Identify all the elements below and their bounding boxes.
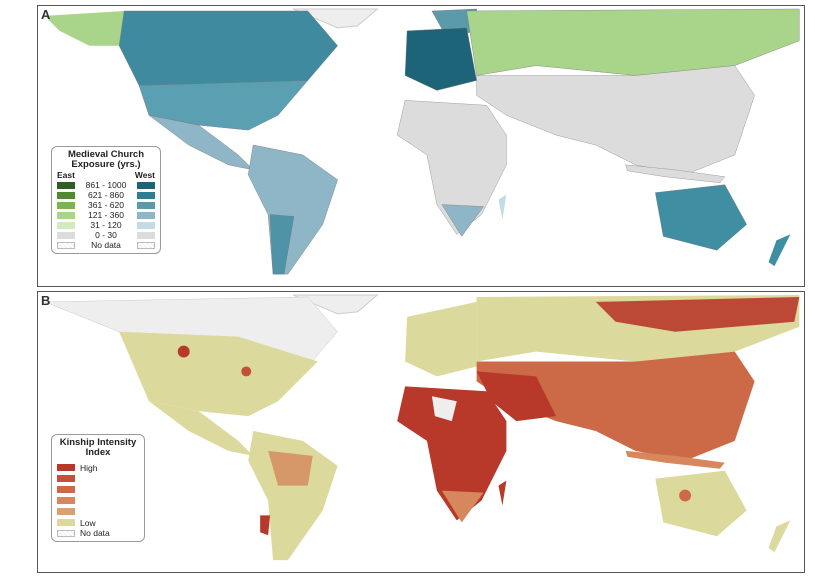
legend-swatch — [57, 497, 75, 504]
legend-swatch — [57, 221, 75, 229]
map-panel-kinship-intensity: B Kinship Intensity Index High Low No data — [37, 291, 805, 573]
region-chile — [260, 515, 271, 536]
legend-nodata-label: No data — [80, 528, 110, 538]
legend-high-label: High — [80, 462, 98, 473]
region-southern-africa — [441, 490, 484, 523]
legend-row: No data — [57, 528, 139, 538]
region-australia — [655, 184, 747, 251]
legend-swatch — [57, 464, 75, 471]
legend-row: 361 - 620 — [57, 200, 155, 210]
region-middle-east — [476, 371, 557, 422]
legend-swatch — [57, 508, 75, 515]
region-southern-africa — [441, 204, 484, 237]
legend-range-label: 621 - 860 — [88, 190, 124, 200]
legend-swatch — [137, 201, 155, 209]
legend-row — [57, 495, 139, 506]
legend-east-label: East — [57, 170, 75, 180]
panel-label: A — [41, 7, 51, 22]
legend-church-exposure: Medieval Church Exposure (yrs.) East West… — [51, 146, 161, 254]
legend-row: No data — [57, 240, 155, 250]
legend-swatch — [57, 231, 75, 239]
legend-swatch — [57, 201, 75, 209]
legend-row — [57, 473, 139, 484]
region-amazon — [268, 450, 313, 486]
region-australia — [655, 470, 747, 537]
region-new-zealand — [768, 234, 791, 267]
legend-range-label: 361 - 620 — [88, 200, 124, 210]
region-greenland — [292, 8, 379, 29]
legend-swatch — [137, 191, 155, 199]
legend-range-label: 861 - 1000 — [85, 180, 127, 190]
region-south-america — [248, 144, 338, 275]
legend-swatch — [57, 486, 75, 493]
region-asia — [476, 351, 755, 461]
region-alaska — [44, 10, 125, 46]
legend-range-label: 31 - 120 — [90, 220, 122, 230]
legend-range-label: 121 - 360 — [88, 210, 124, 220]
legend-swatch — [137, 231, 155, 239]
legend-swatch — [57, 475, 75, 482]
region-western-europe — [404, 27, 477, 91]
legend-row: Low — [57, 517, 139, 528]
legend-swatch — [57, 191, 75, 199]
region-sahara-nodata — [431, 396, 457, 422]
legend-low-label: Low — [80, 517, 96, 528]
legend-row — [57, 484, 139, 495]
region-africa — [397, 386, 507, 521]
region-madagascar — [498, 480, 507, 506]
region-madagascar — [498, 194, 507, 220]
legend-swatch — [57, 529, 75, 537]
legend-swatch — [57, 211, 75, 219]
region-greenland — [292, 294, 379, 315]
legend-range-label: 0 - 30 — [95, 230, 117, 240]
legend-swatch — [137, 211, 155, 219]
legend-swatch — [137, 221, 155, 229]
region-siberia — [595, 296, 800, 332]
legend-range-label: No data — [91, 240, 121, 250]
legend-row: 31 - 120 — [57, 220, 155, 230]
legend-row: High — [57, 462, 139, 473]
panel-label: B — [41, 293, 51, 308]
region-central-america — [148, 401, 254, 456]
region-south-america — [248, 431, 338, 561]
region-hotspot — [177, 345, 190, 358]
region-new-zealand — [768, 520, 791, 553]
region-argentina — [269, 214, 295, 275]
legend-row — [57, 506, 139, 517]
region-indonesia — [625, 450, 725, 469]
world-map-kinship-intensity — [39, 292, 803, 572]
region-north-america — [119, 331, 318, 417]
region-canada — [118, 10, 338, 91]
legend-row: 621 - 860 — [57, 190, 155, 200]
map-panel-church-exposure: A Medieval Church Exposure (yrs.) East We… — [37, 5, 805, 287]
legend-swatch — [57, 241, 75, 249]
region-hotspot — [679, 489, 692, 502]
legend-kinship-intensity: Kinship Intensity Index High Low No data — [51, 434, 145, 542]
legend-swatch — [137, 181, 155, 189]
legend-row: 121 - 360 — [57, 210, 155, 220]
legend-title: Kinship Intensity Index — [59, 437, 137, 458]
region-europe — [405, 301, 477, 377]
world-map-church-exposure — [39, 6, 803, 286]
legend-title: Medieval Church Exposure (yrs.) — [67, 149, 145, 170]
region-indonesia — [625, 164, 726, 183]
legend-west-label: West — [134, 170, 155, 180]
legend-swatch — [137, 241, 155, 249]
legend-row: 861 - 1000 — [57, 180, 155, 190]
legend-swatch — [57, 181, 75, 189]
legend-swatch — [57, 519, 75, 526]
region-hotspot — [241, 366, 252, 377]
legend-row: 0 - 30 — [57, 230, 155, 240]
